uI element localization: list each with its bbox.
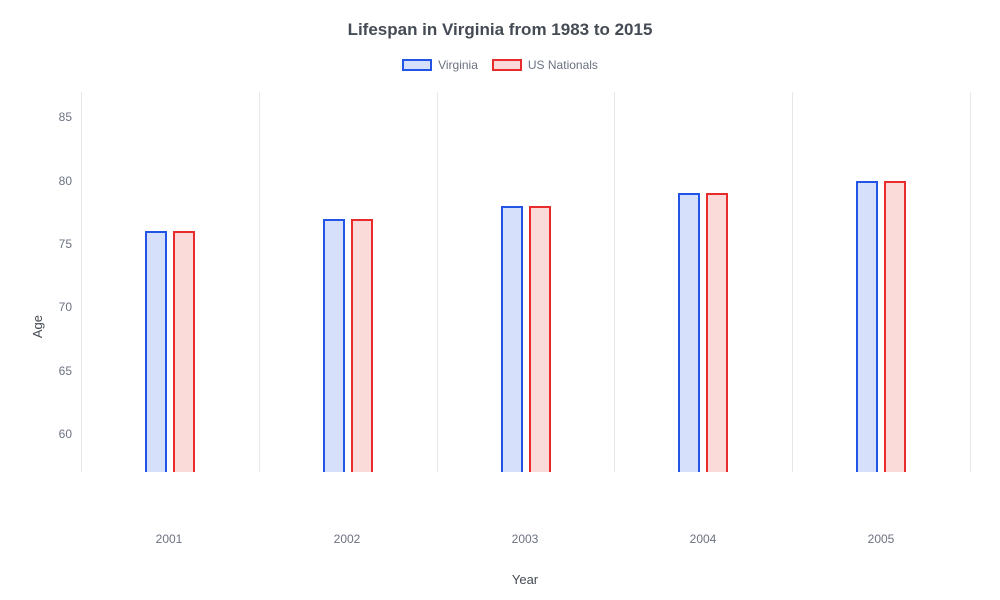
legend-label-virginia: Virginia xyxy=(438,58,478,72)
bar[interactable] xyxy=(706,193,728,472)
x-tick: 2005 xyxy=(868,532,895,546)
x-tick: 2001 xyxy=(156,532,183,546)
bar-group xyxy=(323,219,373,472)
x-axis-label: Year xyxy=(80,572,970,587)
chart-container: Lifespan in Virginia from 1983 to 2015 V… xyxy=(0,0,1000,600)
bar[interactable] xyxy=(351,219,373,472)
bar-group xyxy=(856,181,906,472)
x-tick: 2003 xyxy=(512,532,539,546)
gridline xyxy=(81,92,82,472)
legend: Virginia US Nationals xyxy=(30,58,970,72)
legend-swatch-virginia xyxy=(402,59,432,71)
bar[interactable] xyxy=(678,193,700,472)
y-axis: 85 80 75 70 65 60 xyxy=(48,92,80,472)
y-tick: 60 xyxy=(59,427,72,441)
bar[interactable] xyxy=(501,206,523,472)
gridline xyxy=(437,92,438,472)
bar[interactable] xyxy=(145,231,167,472)
bar-group xyxy=(678,193,728,472)
x-axis: 2001 2002 2003 2004 2005 xyxy=(80,532,970,550)
bar[interactable] xyxy=(529,206,551,472)
legend-label-usnationals: US Nationals xyxy=(528,58,598,72)
plot-area xyxy=(80,92,970,472)
legend-swatch-usnationals xyxy=(492,59,522,71)
x-tick: 2002 xyxy=(334,532,361,546)
plot-wrap: Age 85 80 75 70 65 60 xyxy=(30,92,970,522)
gridline xyxy=(614,92,615,472)
legend-item-usnationals[interactable]: US Nationals xyxy=(492,58,598,72)
y-tick: 75 xyxy=(59,237,72,251)
gridline xyxy=(970,92,971,472)
legend-item-virginia[interactable]: Virginia xyxy=(402,58,478,72)
gridline xyxy=(259,92,260,472)
y-tick: 80 xyxy=(59,174,72,188)
gridline xyxy=(792,92,793,472)
bar[interactable] xyxy=(323,219,345,472)
bar[interactable] xyxy=(173,231,195,472)
y-tick: 70 xyxy=(59,300,72,314)
bar-group xyxy=(145,231,195,472)
x-tick: 2004 xyxy=(690,532,717,546)
y-tick: 65 xyxy=(59,364,72,378)
bar[interactable] xyxy=(856,181,878,472)
bar-group xyxy=(501,206,551,472)
bar[interactable] xyxy=(884,181,906,472)
chart-title: Lifespan in Virginia from 1983 to 2015 xyxy=(30,20,970,40)
y-axis-label: Age xyxy=(30,275,48,338)
y-tick: 85 xyxy=(59,110,72,124)
